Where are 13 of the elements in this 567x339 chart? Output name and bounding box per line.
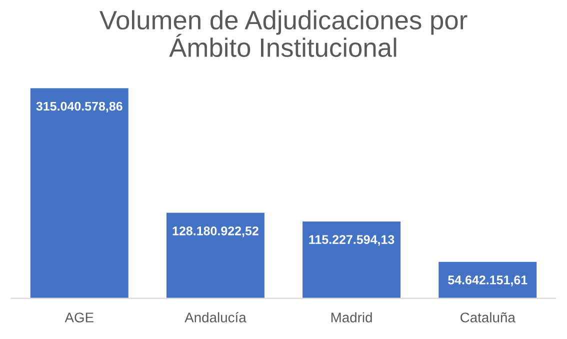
bar: [438, 262, 537, 298]
data-label: 315.040.578,86: [36, 102, 122, 112]
bar: [302, 221, 401, 298]
bar: [166, 212, 264, 298]
x-tick-label: AGE: [64, 312, 94, 322]
data-label: 128.180.922,52: [172, 226, 258, 238]
x-tick-label: Madrid: [331, 312, 372, 322]
x-tick-label: Andalucía: [184, 312, 246, 322]
chart-title: Volumen de Adjudicaciones por Ámbito Institucional: [100, 10, 468, 58]
x-tick-label: Cataluña: [460, 312, 516, 322]
bar: [30, 88, 128, 298]
data-label: 115.227.594,13: [309, 235, 394, 246]
data-label: 54.642.151,61: [448, 276, 528, 286]
